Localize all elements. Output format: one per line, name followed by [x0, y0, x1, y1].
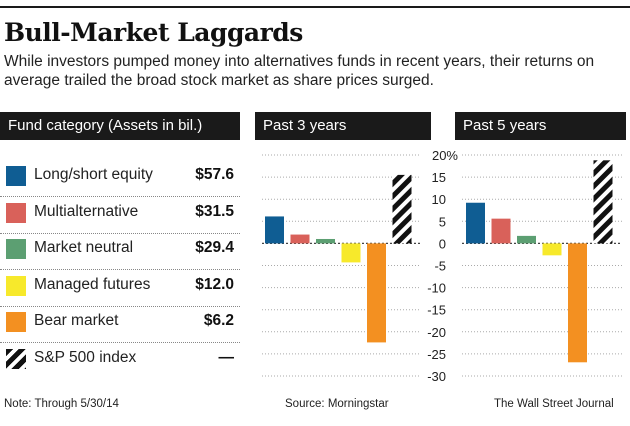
bar	[341, 243, 361, 263]
bar	[542, 243, 562, 256]
bar	[316, 238, 335, 244]
legend-assets: $12.0	[195, 275, 234, 293]
y-tick-label: 20%	[432, 148, 458, 163]
legend-swatch	[6, 166, 26, 186]
legend-assets: $57.6	[195, 166, 234, 183]
legend-swatch	[6, 312, 26, 332]
legend-label: Multialternative	[34, 202, 139, 220]
footer-source: Source: Morningstar	[285, 398, 389, 410]
legend-row: Multialternative $31.5	[0, 197, 240, 234]
chart-3yr-header: Past 3 years	[255, 112, 431, 140]
legend-label: Bear market	[34, 312, 119, 329]
bar	[491, 218, 511, 244]
y-tick-label: -30	[427, 369, 446, 384]
legend-row: S&P 500 index —	[0, 343, 240, 375]
chart-title: Bull-Market Laggards	[4, 18, 303, 47]
bar	[593, 160, 613, 244]
legend-label: Managed futures	[34, 275, 151, 293]
legend-separator	[0, 342, 240, 343]
legend-separator	[0, 269, 240, 270]
bar	[392, 174, 412, 244]
bar	[568, 243, 587, 363]
legend-row: Market neutral $29.4	[0, 233, 240, 270]
y-tick-label: 10	[432, 192, 446, 207]
legend-swatch	[6, 202, 26, 223]
top-rule	[0, 6, 630, 8]
y-tick-label: -25	[427, 347, 446, 362]
y-tick-label: 5	[439, 214, 446, 229]
legend-swatch	[6, 275, 26, 296]
y-tick-label: -15	[427, 303, 446, 318]
legend-header: Fund category (Assets in bil.)	[0, 112, 240, 140]
legend-assets: $31.5	[195, 202, 234, 220]
bar	[367, 243, 386, 343]
y-tick-label: 15	[432, 170, 446, 185]
legend-label: Market neutral	[34, 239, 134, 256]
legend-assets: $6.2	[203, 312, 234, 329]
chart-5yr-header: Past 5 years	[455, 112, 626, 140]
bar	[517, 235, 536, 244]
legend-row: Bear market $6.2	[0, 306, 240, 343]
bar	[290, 234, 310, 244]
legend-swatch	[6, 348, 26, 369]
footer-note: Note: Through 5/30/14	[4, 398, 119, 410]
legend-separator	[0, 232, 240, 234]
legend-row: Long/short equity $57.6	[0, 160, 240, 197]
legend-label: Long/short equity	[34, 166, 153, 183]
chart-subtitle: While investors pumped money into altern…	[4, 53, 595, 89]
bar	[265, 216, 284, 244]
y-tick-label: -5	[434, 259, 446, 274]
legend-separator	[0, 305, 240, 307]
legend-swatch	[6, 239, 26, 259]
legend-separator	[0, 196, 240, 197]
y-tick-label: 0	[439, 236, 446, 251]
legend-assets: —	[218, 348, 235, 366]
legend-row: Managed futures $12.0	[0, 270, 240, 307]
legend-assets: $29.4	[195, 239, 234, 256]
y-tick-label: -10	[427, 281, 446, 296]
y-tick-label: -20	[427, 325, 446, 340]
footer-credit: The Wall Street Journal	[494, 398, 614, 410]
legend-label: S&P 500 index	[34, 348, 137, 366]
bar	[466, 202, 485, 244]
